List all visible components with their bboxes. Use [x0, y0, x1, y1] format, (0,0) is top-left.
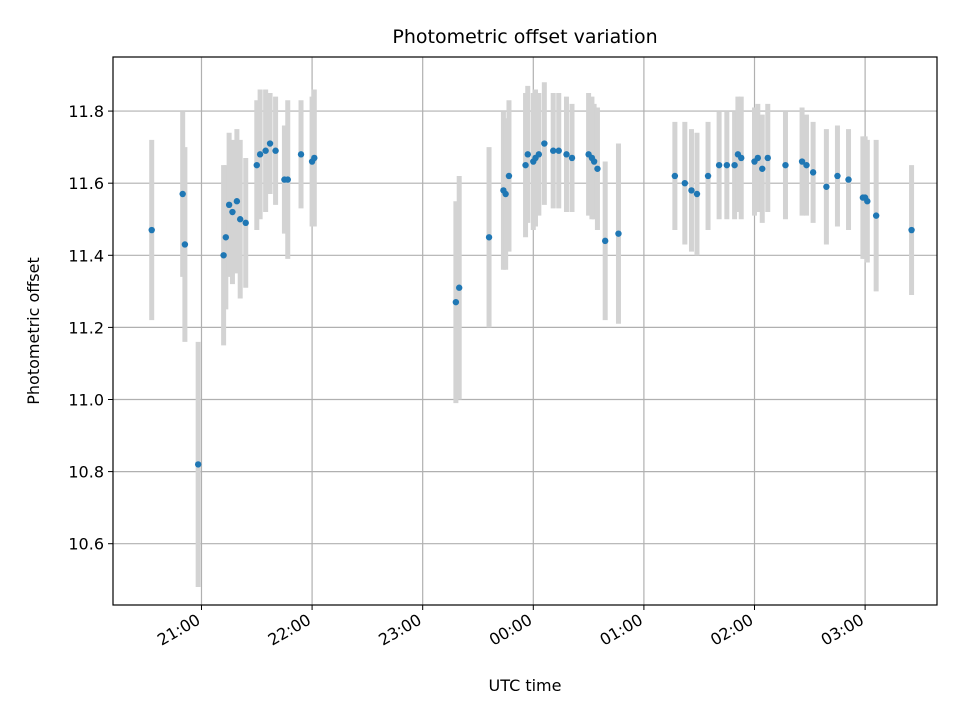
data-point	[505, 172, 513, 180]
data-point	[798, 158, 806, 165]
data-point	[455, 284, 463, 291]
data-point	[179, 190, 186, 198]
data-point	[229, 208, 236, 216]
data-point	[233, 198, 241, 205]
y-tick-label: 11.0	[68, 391, 104, 410]
data-point	[253, 161, 260, 169]
data-point	[535, 151, 543, 158]
data-point	[601, 237, 609, 245]
data-point	[872, 212, 880, 219]
data-point	[723, 161, 731, 169]
data-point	[681, 179, 689, 187]
data-point	[704, 172, 712, 180]
data-point	[731, 161, 738, 169]
data-point	[524, 151, 531, 158]
data-point	[738, 154, 745, 162]
data-point	[671, 172, 679, 180]
data-point	[764, 154, 771, 162]
data-point	[834, 172, 841, 180]
data-point	[236, 216, 244, 223]
data-point	[563, 151, 570, 158]
y-axis-label: Photometric offset	[24, 257, 43, 405]
data-point	[194, 461, 202, 468]
y-tick-label: 11.2	[68, 318, 104, 337]
data-point	[222, 234, 230, 241]
data-point	[908, 226, 915, 234]
data-point	[555, 147, 562, 154]
data-point	[220, 252, 227, 259]
data-point	[262, 147, 269, 154]
data-point	[759, 165, 766, 172]
data-point	[452, 298, 460, 306]
data-point	[256, 151, 264, 158]
y-tick-label: 11.4	[68, 246, 104, 265]
plot-area-frame	[112, 56, 938, 606]
y-tick-label: 11.8	[68, 102, 104, 121]
y-tick-label: 10.8	[68, 463, 104, 482]
data-point	[615, 230, 622, 237]
data-point	[754, 154, 762, 162]
data-point	[225, 201, 233, 209]
data-point	[297, 151, 305, 158]
data-point	[284, 176, 291, 183]
data-point	[809, 169, 817, 176]
y-axis: 10.6 10.8 11.0 11.2 11.4 11.6 11.8	[68, 102, 113, 554]
data-point	[485, 234, 493, 241]
data-point	[864, 198, 871, 205]
data-point	[693, 190, 701, 198]
data-point	[845, 176, 852, 183]
x-axis-label: UTC time	[489, 676, 562, 695]
data-point	[803, 161, 810, 169]
y-tick-label: 10.6	[68, 535, 104, 554]
data-point	[823, 183, 830, 190]
data-point	[550, 147, 557, 154]
y-tick-label: 11.6	[68, 174, 104, 193]
data-point	[568, 154, 576, 162]
data-point	[782, 161, 789, 169]
data-point	[594, 165, 601, 172]
data-point	[148, 226, 155, 234]
data-point	[311, 154, 318, 162]
data-point	[522, 161, 529, 169]
data-point	[688, 187, 695, 194]
chart-title: Photometric offset variation	[392, 26, 657, 48]
data-point	[266, 140, 274, 147]
data-point	[502, 190, 509, 198]
data-point	[242, 219, 249, 227]
data-point	[272, 147, 279, 154]
data-point	[715, 161, 723, 169]
data-points	[148, 140, 915, 468]
data-point	[181, 241, 189, 248]
data-point	[590, 158, 598, 165]
data-point	[541, 140, 548, 147]
